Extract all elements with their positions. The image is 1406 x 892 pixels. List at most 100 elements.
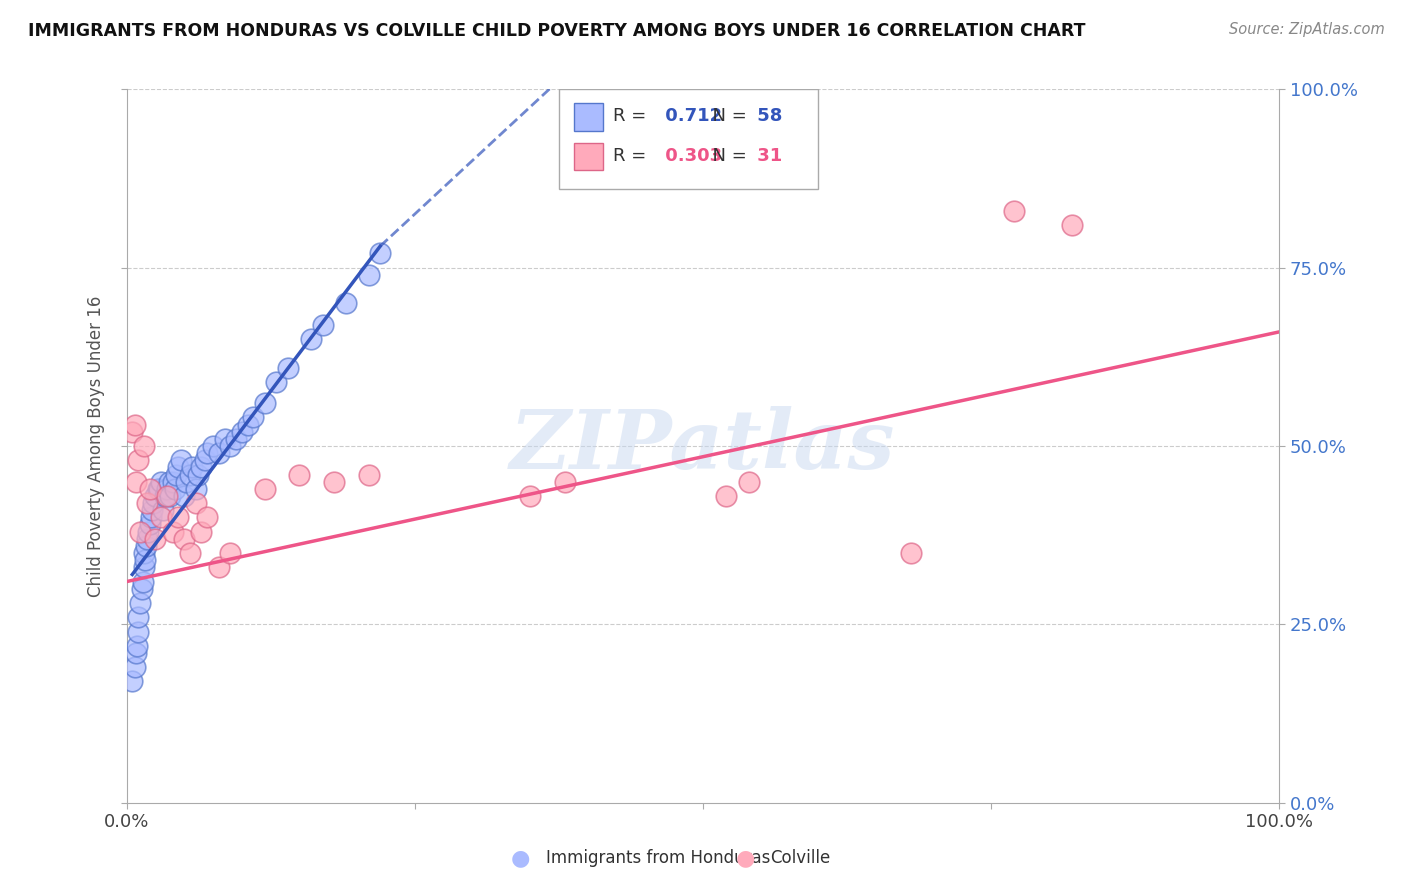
Point bbox=[163, 482, 186, 496]
Point bbox=[162, 524, 184, 539]
Point bbox=[357, 268, 380, 282]
Point bbox=[167, 460, 190, 475]
Point bbox=[156, 489, 179, 503]
Text: IMMIGRANTS FROM HONDURAS VS COLVILLE CHILD POVERTY AMONG BOYS UNDER 16 CORRELATI: IMMIGRANTS FROM HONDURAS VS COLVILLE CHI… bbox=[28, 22, 1085, 40]
Point bbox=[165, 467, 187, 482]
Point bbox=[173, 532, 195, 546]
Point bbox=[142, 496, 165, 510]
Point bbox=[138, 482, 160, 496]
Point bbox=[179, 546, 201, 560]
Point bbox=[323, 475, 346, 489]
Text: 31: 31 bbox=[751, 146, 783, 164]
Point bbox=[159, 489, 181, 503]
Point bbox=[219, 546, 242, 560]
Point bbox=[153, 489, 176, 503]
Point bbox=[236, 417, 259, 432]
Point bbox=[145, 489, 166, 503]
Point bbox=[170, 453, 193, 467]
Point bbox=[167, 510, 190, 524]
Point bbox=[141, 503, 163, 517]
Point bbox=[125, 639, 148, 653]
Point bbox=[519, 489, 541, 503]
Point bbox=[214, 432, 236, 446]
Text: 0.712: 0.712 bbox=[659, 107, 723, 125]
FancyBboxPatch shape bbox=[574, 143, 603, 169]
Point bbox=[145, 532, 166, 546]
Point bbox=[184, 482, 207, 496]
Point bbox=[1002, 203, 1025, 218]
Point bbox=[219, 439, 242, 453]
Point bbox=[132, 560, 155, 574]
Point bbox=[201, 439, 224, 453]
Point bbox=[299, 332, 322, 346]
Point bbox=[127, 610, 149, 624]
Point bbox=[157, 475, 180, 489]
Text: 58: 58 bbox=[751, 107, 783, 125]
Point bbox=[132, 439, 155, 453]
Point bbox=[146, 482, 169, 496]
Point bbox=[195, 510, 218, 524]
Point bbox=[125, 646, 148, 660]
Point bbox=[134, 553, 156, 567]
Point bbox=[231, 425, 253, 439]
Point bbox=[1060, 218, 1083, 232]
Point bbox=[900, 546, 922, 560]
Text: ZIPatlas: ZIPatlas bbox=[510, 406, 896, 486]
Point bbox=[184, 496, 207, 510]
Point bbox=[127, 453, 149, 467]
Point bbox=[138, 517, 160, 532]
Point bbox=[253, 482, 276, 496]
FancyBboxPatch shape bbox=[558, 89, 818, 189]
Point bbox=[266, 375, 288, 389]
Point bbox=[127, 624, 149, 639]
Point bbox=[148, 482, 170, 496]
Text: 0.303: 0.303 bbox=[659, 146, 723, 164]
FancyBboxPatch shape bbox=[574, 103, 603, 130]
Point bbox=[150, 475, 173, 489]
Text: Source: ZipAtlas.com: Source: ZipAtlas.com bbox=[1229, 22, 1385, 37]
Point bbox=[173, 489, 195, 503]
Point bbox=[129, 524, 152, 539]
Point bbox=[335, 296, 357, 310]
Point bbox=[179, 467, 201, 482]
Text: ●: ● bbox=[735, 848, 755, 868]
Point bbox=[190, 524, 212, 539]
Point bbox=[181, 460, 204, 475]
Point bbox=[187, 467, 209, 482]
Point bbox=[150, 510, 173, 524]
Point bbox=[136, 496, 159, 510]
Text: Immigrants from Honduras: Immigrants from Honduras bbox=[546, 849, 770, 867]
Y-axis label: Child Poverty Among Boys Under 16: Child Poverty Among Boys Under 16 bbox=[87, 295, 105, 597]
Text: Colville: Colville bbox=[770, 849, 831, 867]
Point bbox=[135, 539, 157, 553]
Point bbox=[125, 475, 148, 489]
Text: N =: N = bbox=[700, 146, 752, 164]
Point bbox=[139, 510, 162, 524]
Point bbox=[357, 467, 380, 482]
Point bbox=[738, 475, 761, 489]
Point bbox=[288, 467, 311, 482]
Text: ●: ● bbox=[510, 848, 530, 868]
Point bbox=[176, 475, 198, 489]
Point bbox=[132, 546, 155, 560]
Point bbox=[131, 582, 153, 596]
Point bbox=[225, 432, 247, 446]
Point bbox=[714, 489, 737, 503]
Text: R =: R = bbox=[613, 146, 652, 164]
Point bbox=[368, 246, 391, 260]
Point bbox=[195, 446, 218, 460]
Point bbox=[121, 674, 143, 689]
Point bbox=[124, 660, 146, 674]
Point bbox=[136, 532, 159, 546]
Point bbox=[242, 410, 264, 425]
Point bbox=[121, 425, 143, 439]
Point bbox=[162, 475, 184, 489]
Point bbox=[129, 596, 152, 610]
Point bbox=[208, 446, 231, 460]
Point bbox=[152, 503, 174, 517]
Point bbox=[131, 574, 153, 589]
Point bbox=[554, 475, 576, 489]
Text: N =: N = bbox=[700, 107, 752, 125]
Text: R =: R = bbox=[613, 107, 652, 125]
Point bbox=[277, 360, 299, 375]
